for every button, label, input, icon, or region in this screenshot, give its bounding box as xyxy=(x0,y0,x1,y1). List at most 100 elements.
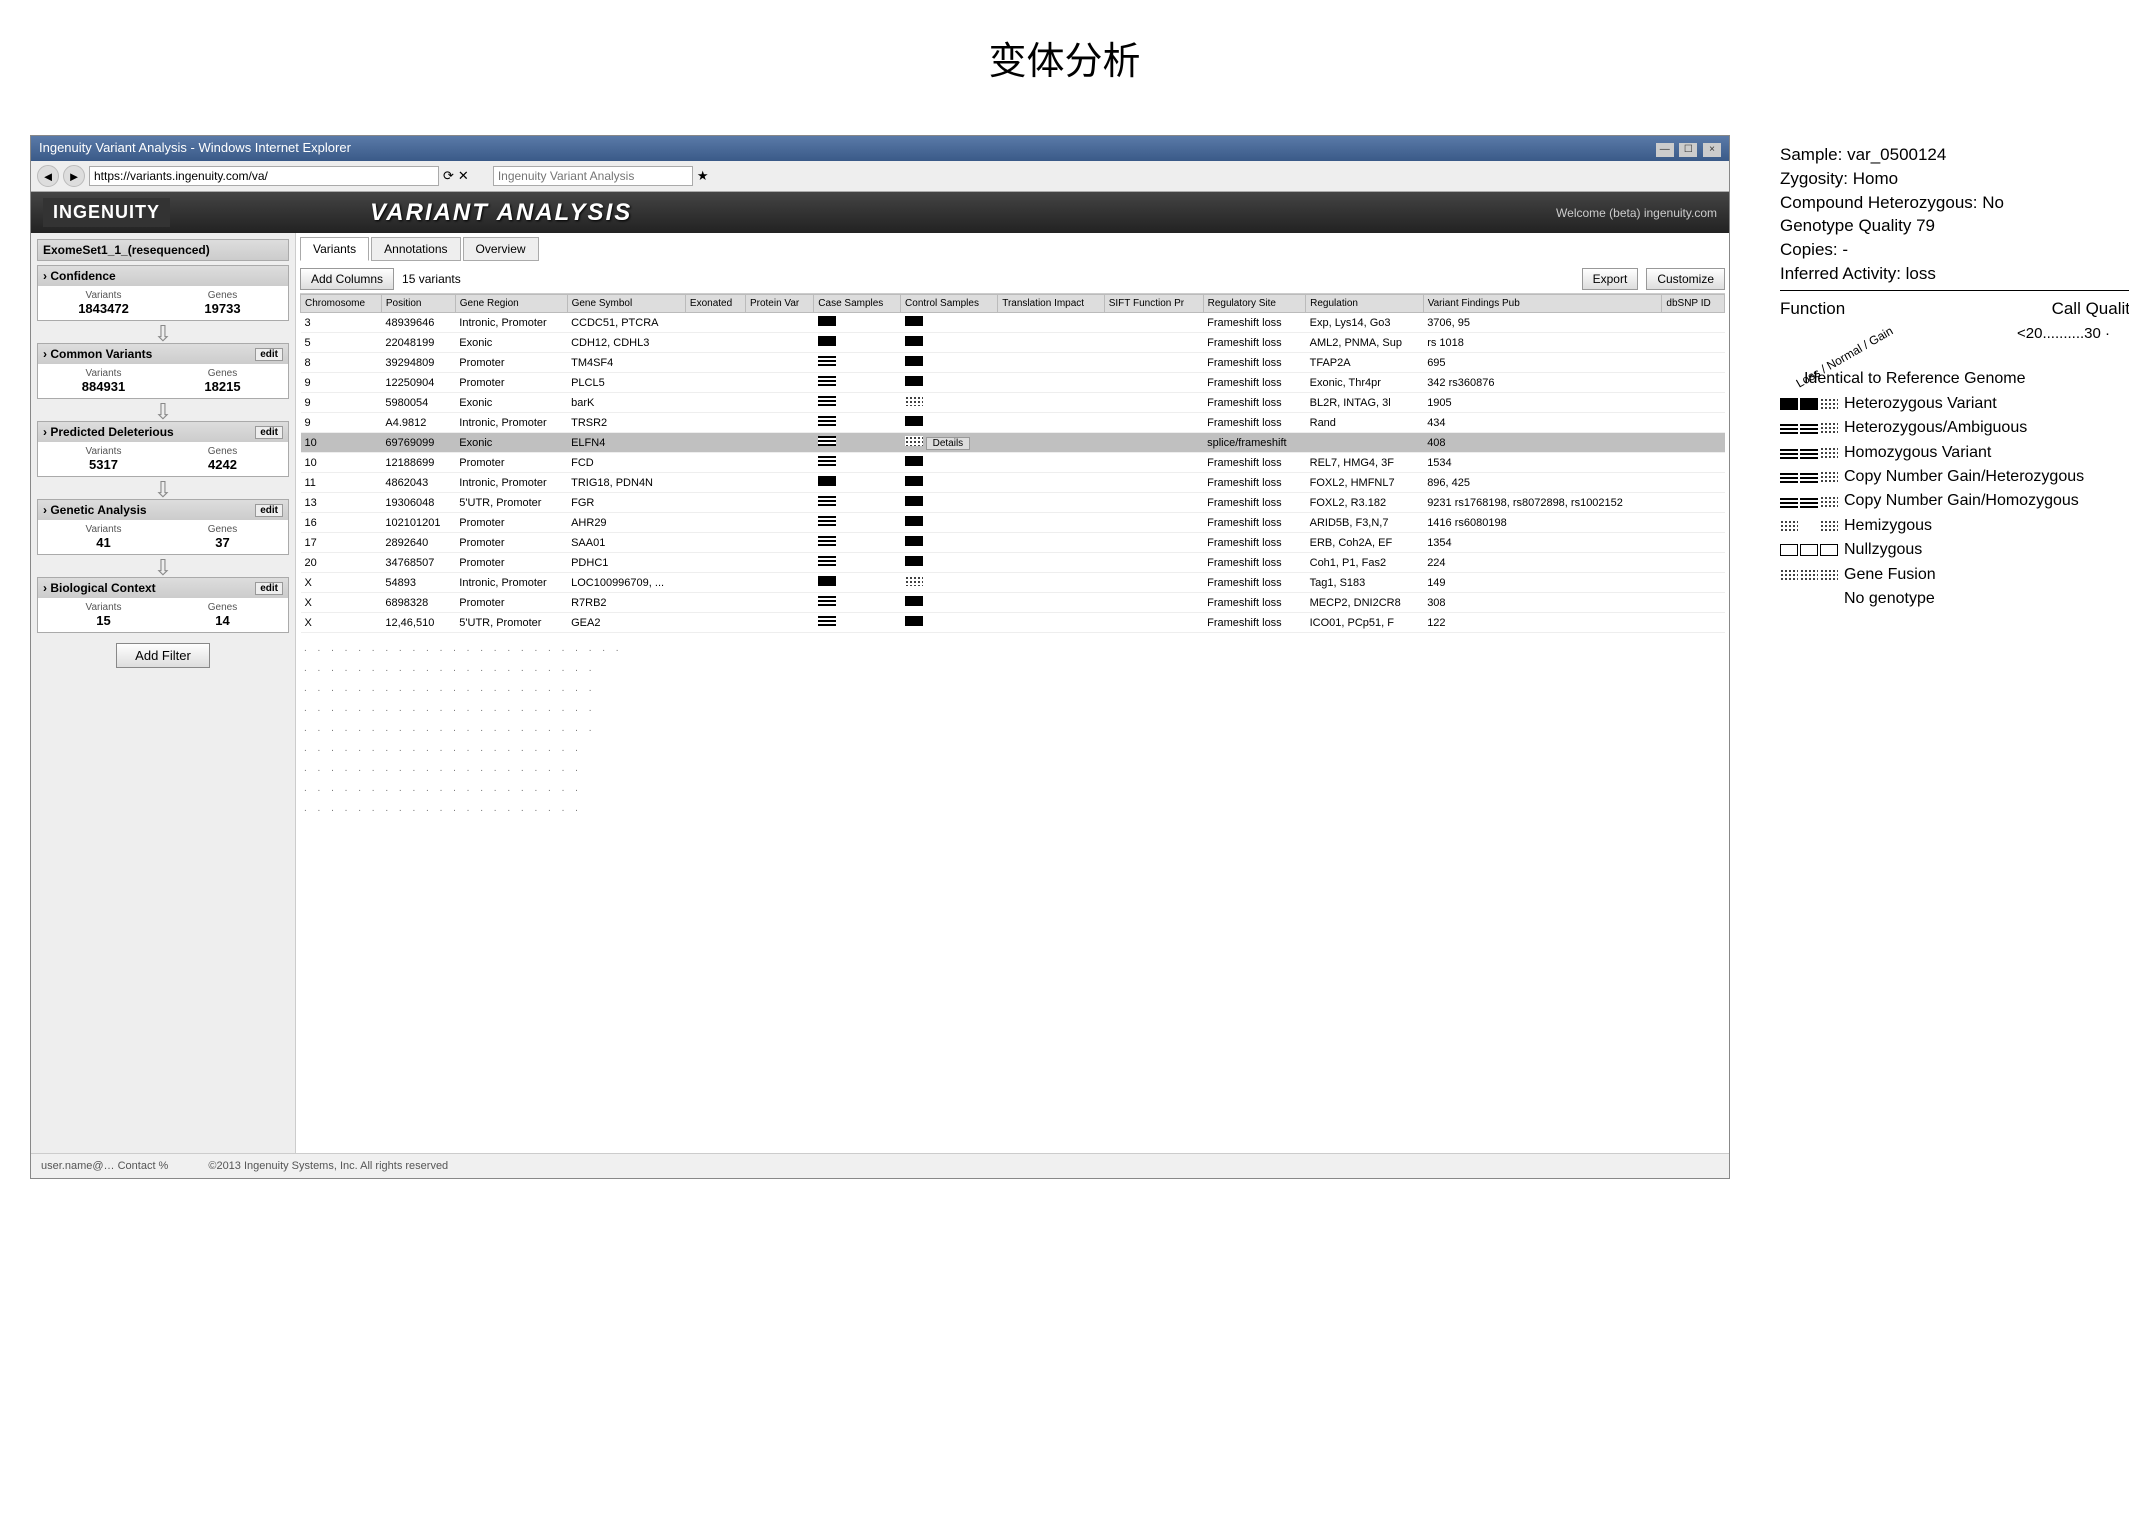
table-row[interactable]: 13193060485'UTR, PromoterFGRFrameshift l… xyxy=(301,493,1725,513)
details-button[interactable]: Details xyxy=(926,437,971,450)
legend-row: Copy Number Gain/Homozygous xyxy=(1780,489,2129,513)
table-row[interactable]: X12,46,5105'UTR, PromoterGEA2Frameshift … xyxy=(301,613,1725,633)
table-row[interactable]: 9A4.9812Intronic, PromoterTRSR2Frameshif… xyxy=(301,413,1725,433)
control-glyph xyxy=(905,516,923,526)
tab-annotations[interactable]: Annotations xyxy=(371,237,460,261)
legend-label: No genotype xyxy=(1844,588,1935,610)
tooltip-info-line: Copies: - xyxy=(1780,238,2129,262)
table-row[interactable]: 348939646Intronic, PromoterCCDC51, PTCRA… xyxy=(301,313,1725,333)
column-header[interactable]: SIFT Function Pr xyxy=(1104,295,1203,313)
table-row[interactable]: 2034768507PromoterPDHC1Frameshift lossCo… xyxy=(301,553,1725,573)
status-bar: user.name@… Contact % ©2013 Ingenuity Sy… xyxy=(31,1153,1729,1178)
export-button[interactable]: Export xyxy=(1582,268,1639,290)
column-header[interactable]: Control Samples xyxy=(901,295,998,313)
close-button[interactable]: × xyxy=(1703,143,1721,157)
filter-name: › Biological Context xyxy=(43,581,156,595)
column-header[interactable]: Position xyxy=(381,295,455,313)
column-header[interactable]: Protein Var xyxy=(745,295,813,313)
control-glyph xyxy=(905,496,923,506)
variant-tooltip: Sample: var_0500124Zygosity: HomoCompoun… xyxy=(1780,143,2129,611)
search-input[interactable] xyxy=(493,166,693,186)
column-header[interactable]: Exonated xyxy=(685,295,745,313)
control-glyph xyxy=(905,616,923,626)
minimize-button[interactable]: — xyxy=(1656,143,1674,157)
column-header[interactable]: Regulation xyxy=(1306,295,1424,313)
bookmark-icon[interactable]: ★ xyxy=(697,168,709,184)
control-glyph xyxy=(905,576,923,586)
refresh-icon[interactable]: ⟳ xyxy=(443,168,454,184)
case-glyph xyxy=(818,476,836,486)
case-glyph xyxy=(818,516,836,526)
back-button[interactable]: ◄ xyxy=(37,165,59,187)
column-header[interactable]: Gene Region xyxy=(455,295,567,313)
control-glyph xyxy=(905,396,923,406)
column-header[interactable]: Gene Symbol xyxy=(567,295,685,313)
column-header[interactable]: Case Samples xyxy=(814,295,901,313)
table-row[interactable]: 16102101201PromoterAHR29Frameshift lossA… xyxy=(301,513,1725,533)
filter-name: › Common Variants xyxy=(43,347,152,361)
table-row[interactable]: 172892640PromoterSAA01Frameshift lossERB… xyxy=(301,533,1725,553)
customize-button[interactable]: Customize xyxy=(1646,268,1725,290)
forward-button[interactable]: ► xyxy=(63,165,85,187)
control-glyph xyxy=(905,536,923,546)
case-glyph xyxy=(818,536,836,546)
legend-swatch xyxy=(1820,569,1838,581)
legend-swatch xyxy=(1820,544,1838,556)
add-filter-button[interactable]: Add Filter xyxy=(116,643,210,668)
url-input[interactable] xyxy=(89,166,439,186)
table-row[interactable]: 839294809PromoterTM4SF4Frameshift lossTF… xyxy=(301,353,1725,373)
table-row[interactable]: X54893Intronic, PromoterLOC100996709, ..… xyxy=(301,573,1725,593)
case-glyph xyxy=(818,396,836,406)
tab-variants[interactable]: Variants xyxy=(300,237,369,261)
legend-swatch xyxy=(1820,593,1838,605)
column-header[interactable]: Variant Findings Pub xyxy=(1423,295,1662,313)
control-glyph xyxy=(905,376,923,386)
case-glyph xyxy=(818,596,836,606)
welcome-label: Welcome (beta) ingenuity.com xyxy=(1556,206,1717,220)
tooltip-info-line: Compound Heterozygous: No xyxy=(1780,191,2129,215)
table-row[interactable]: 1012188699PromoterFCDFrameshift lossREL7… xyxy=(301,453,1725,473)
table-row[interactable]: 522048199ExonicCDH12, CDHL3Frameshift lo… xyxy=(301,333,1725,353)
tooltip-info-line: Zygosity: Homo xyxy=(1780,167,2129,191)
case-glyph xyxy=(818,336,836,346)
control-glyph xyxy=(905,356,923,366)
column-header[interactable]: Translation Impact xyxy=(998,295,1105,313)
table-row[interactable]: 95980054ExonicbarKFrameshift lossBL2R, I… xyxy=(301,393,1725,413)
edit-filter-button[interactable]: edit xyxy=(255,426,283,439)
case-glyph xyxy=(818,316,836,326)
legend-swatch xyxy=(1800,569,1818,581)
table-row[interactable]: X6898328PromoterR7RB2Frameshift lossMECP… xyxy=(301,593,1725,613)
arrow-down-icon: ⇩ xyxy=(37,559,289,577)
control-glyph xyxy=(905,456,923,466)
table-row[interactable]: 1069769099ExonicELFN4 Detailssplice/fram… xyxy=(301,433,1725,453)
edit-filter-button[interactable]: edit xyxy=(255,504,283,517)
legend-swatch xyxy=(1780,422,1798,434)
column-header[interactable]: dbSNP ID xyxy=(1662,295,1725,313)
brand-label: INGENUITY xyxy=(43,198,170,227)
window-title: Ingenuity Variant Analysis - Windows Int… xyxy=(39,140,351,157)
filter-sidebar: ExomeSet1_1_(resequenced) › Confidence V… xyxy=(31,233,296,1153)
add-columns-button[interactable]: Add Columns xyxy=(300,268,394,290)
stop-icon[interactable]: ✕ xyxy=(458,168,469,184)
browser-window: Ingenuity Variant Analysis - Windows Int… xyxy=(30,135,1730,1179)
function-heading: Function xyxy=(1780,297,1845,321)
case-glyph xyxy=(818,616,836,626)
scan-artifact-text: . . . . . . . . . . . . . . . . . . . . … xyxy=(300,633,1725,825)
legend-swatch xyxy=(1780,569,1798,581)
legend-label: Gene Fusion xyxy=(1844,564,1936,586)
variants-table: ChromosomePositionGene RegionGene Symbol… xyxy=(300,294,1725,633)
control-glyph xyxy=(905,596,923,606)
tab-overview[interactable]: Overview xyxy=(463,237,539,261)
column-header[interactable]: Chromosome xyxy=(301,295,382,313)
column-header[interactable]: Regulatory Site xyxy=(1203,295,1306,313)
edit-filter-button[interactable]: edit xyxy=(255,582,283,595)
tooltip-info-line: Genotype Quality 79 xyxy=(1780,214,2129,238)
edit-filter-button[interactable]: edit xyxy=(255,348,283,361)
table-row[interactable]: 114862043Intronic, PromoterTRIG18, PDN4N… xyxy=(301,473,1725,493)
table-row[interactable]: 912250904PromoterPLCL5Frameshift lossExo… xyxy=(301,373,1725,393)
legend-swatch xyxy=(1800,544,1818,556)
control-glyph xyxy=(905,436,923,446)
legend-swatch xyxy=(1780,544,1798,556)
legend-label: Heterozygous Variant xyxy=(1844,393,1997,415)
maximize-button[interactable]: ☐ xyxy=(1679,143,1697,157)
